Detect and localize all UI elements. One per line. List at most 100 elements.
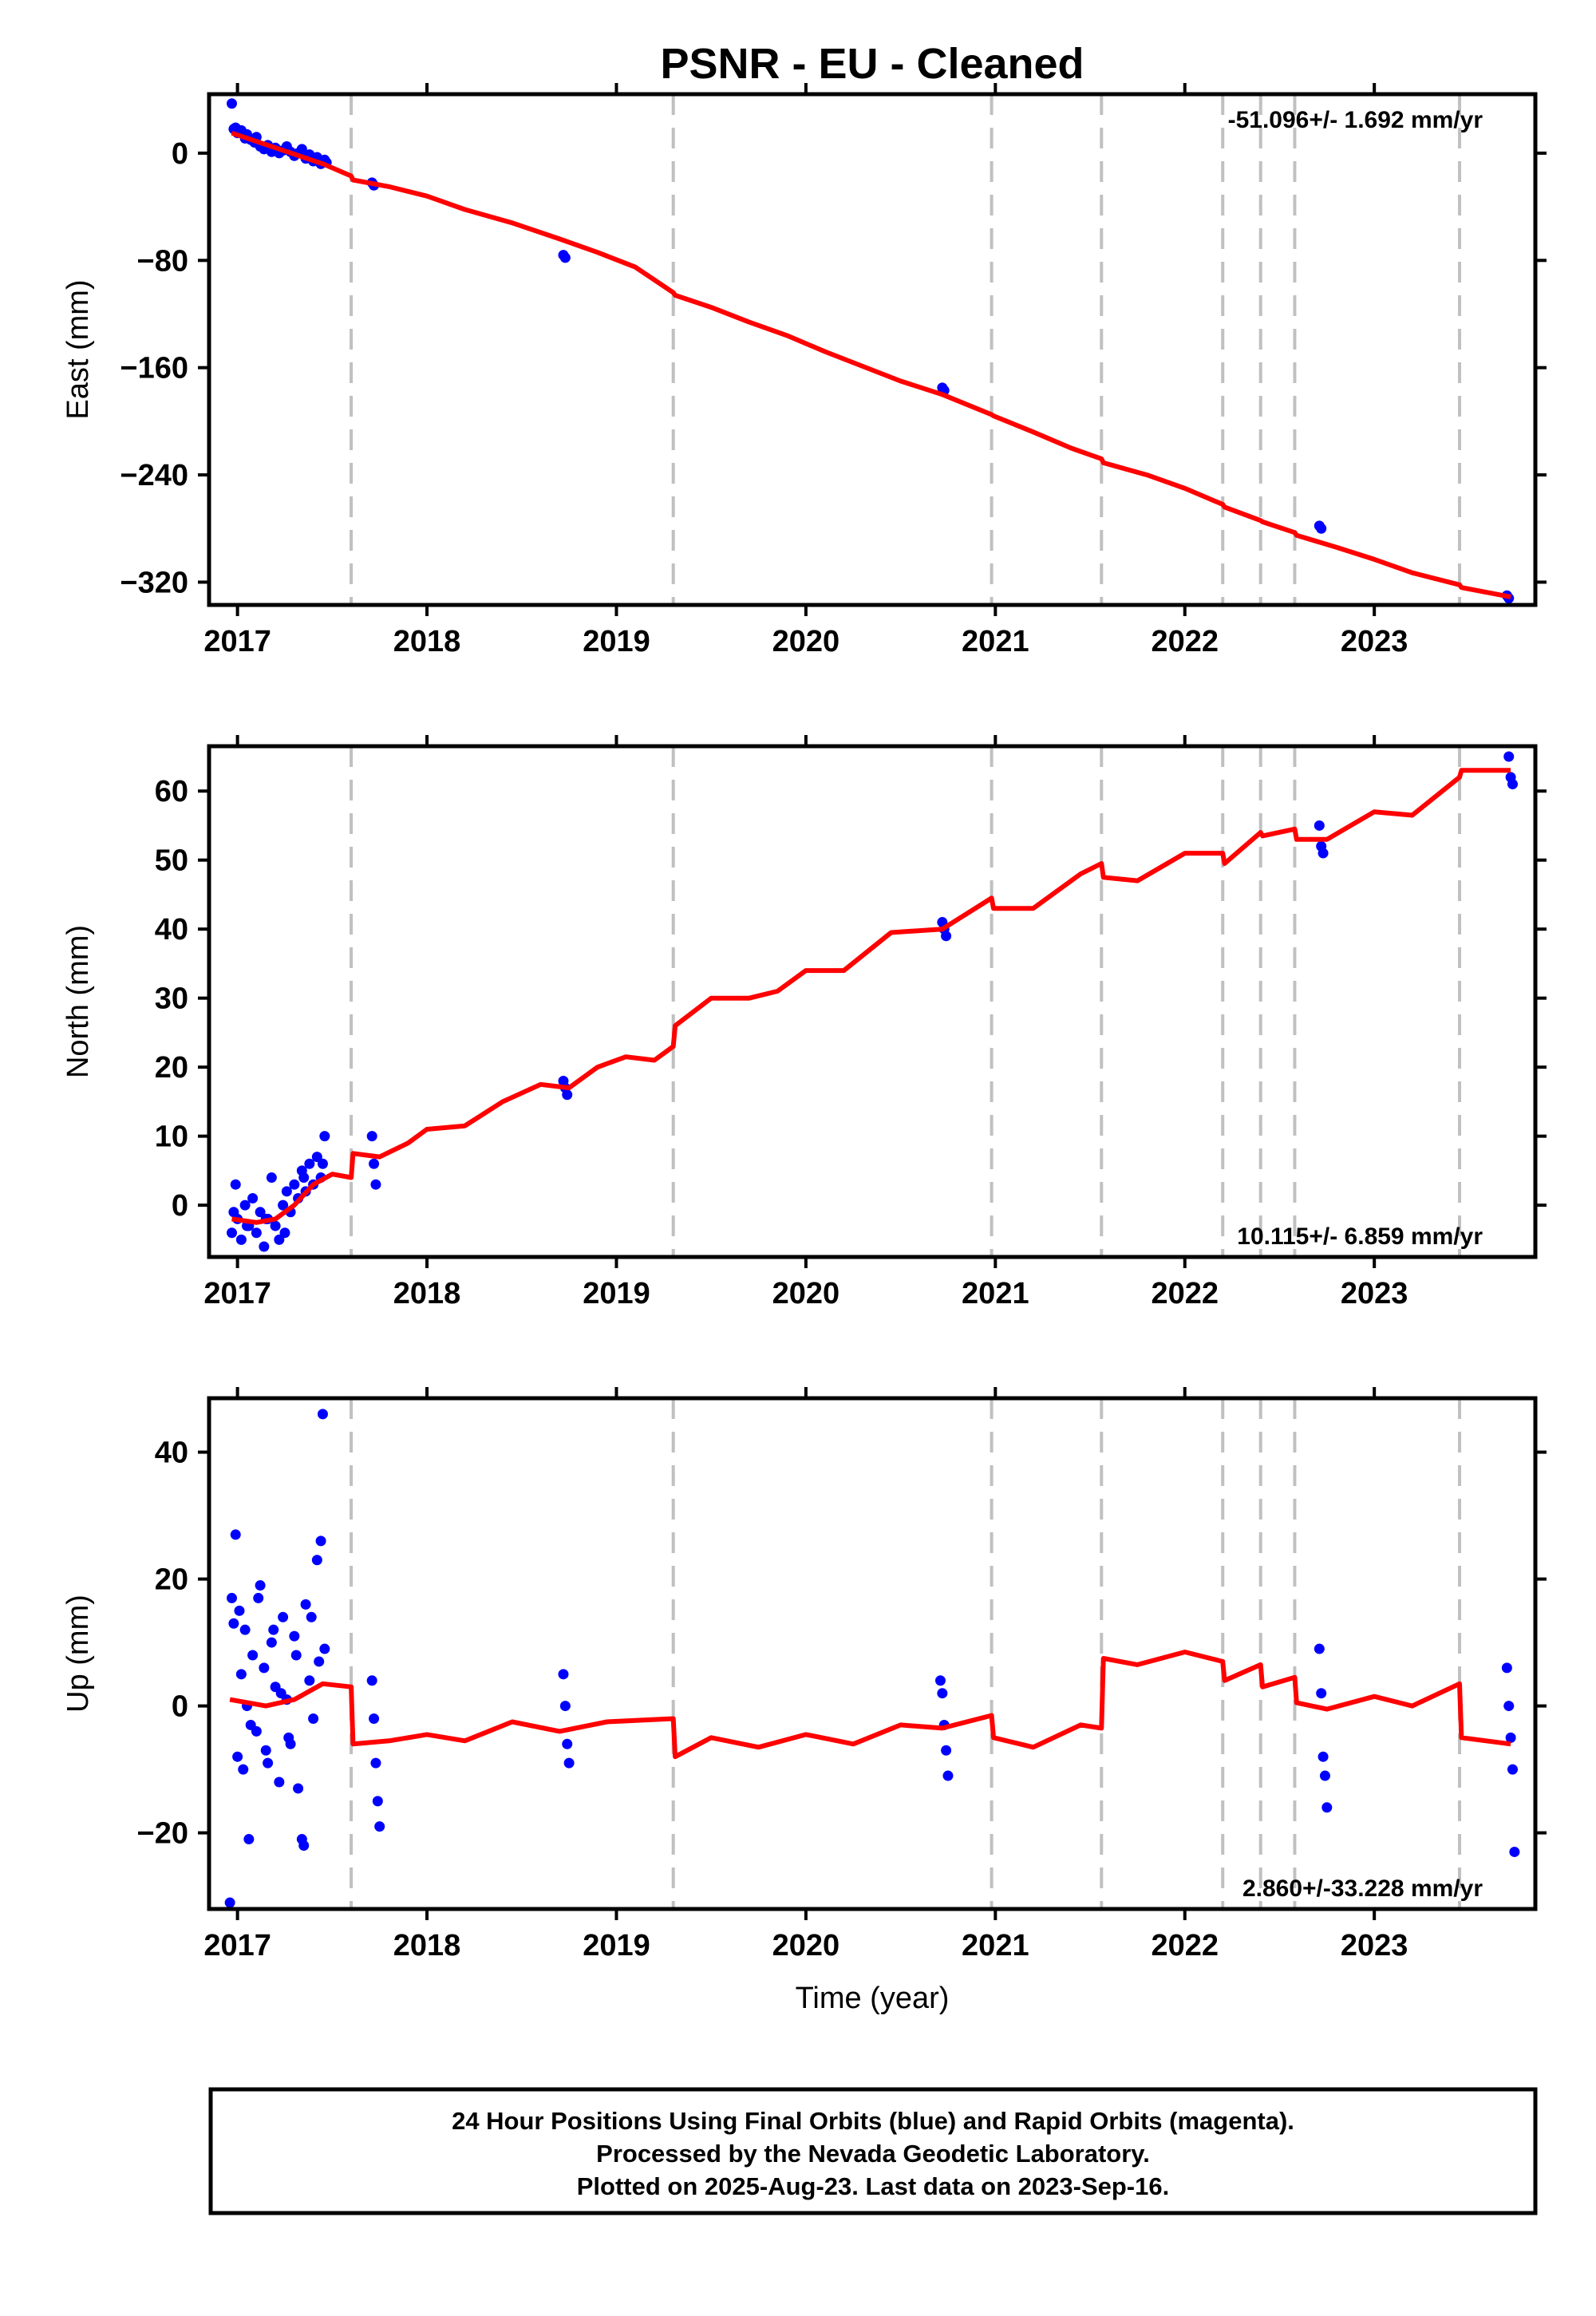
north-x-tick-label: 2018 [393, 1277, 461, 1310]
north-data-point [255, 1207, 266, 1218]
up-data-point [1503, 1701, 1515, 1712]
up-data-point [275, 1688, 286, 1699]
east-data-point [226, 98, 237, 109]
panel-up: 2017 2018 2019 2020 2021 2022 2023 −20 0 20 40 Up (… [61, 1387, 1547, 2015]
north-data-point [1503, 751, 1515, 762]
up-data-point [290, 1650, 302, 1661]
up-data-point [1317, 1751, 1329, 1762]
up-data-point [311, 1555, 322, 1566]
up-data-point [941, 1745, 952, 1756]
north-y-tick-label: 0 [172, 1189, 188, 1223]
up-data-point [263, 1757, 274, 1769]
up-data-point [319, 1643, 330, 1654]
footer-box: 24 Hour Positions Using Final Orbits (bl… [208, 2087, 1538, 2215]
east-x-tick-label: 2021 [962, 625, 1029, 658]
north-y-tick-label: 10 [155, 1120, 188, 1154]
up-data-point [238, 1764, 249, 1775]
north-x-tick-label: 2023 [1341, 1277, 1408, 1310]
up-data-point [1501, 1662, 1512, 1674]
north-frame [207, 744, 1538, 1259]
east-y-axis-title: East (mm) [61, 279, 95, 419]
up-data-point [283, 1732, 294, 1743]
up-data-point [315, 1535, 326, 1547]
up-x-tick-label: 2017 [203, 1929, 271, 1962]
east-y-tick-label: −160 [120, 352, 188, 385]
up-model-line [229, 1650, 1511, 1760]
up-data-point [228, 1618, 239, 1629]
up-data-point [559, 1701, 571, 1712]
up-y-axis-title: Up (mm) [61, 1595, 95, 1713]
up-data-point [230, 1529, 241, 1540]
up-data-point [563, 1757, 575, 1769]
north-data-point [274, 1234, 285, 1245]
north-plot-area [226, 746, 1519, 1257]
north-data-point [1317, 848, 1329, 859]
up-data-point [1314, 1643, 1325, 1654]
up-data-point [274, 1777, 285, 1788]
east-y-tick-label: −80 [137, 244, 188, 278]
chart-title: PSNR - EU - Cleaned [660, 40, 1084, 88]
north-data-point [270, 1220, 281, 1231]
up-data-point [937, 1688, 948, 1699]
east-plot-area [226, 94, 1515, 605]
north-data-point [230, 1179, 241, 1190]
north-data-point [266, 1172, 277, 1184]
east-x-tick-label: 2017 [203, 625, 271, 658]
up-data-point [232, 1751, 243, 1762]
east-x-tick-label: 2019 [583, 625, 650, 658]
north-data-point [366, 1131, 377, 1142]
up-x-tick-label: 2020 [772, 1929, 840, 1962]
up-data-point [1321, 1802, 1333, 1813]
north-data-point [370, 1179, 381, 1190]
footer-frame [208, 2087, 1538, 2215]
north-data-point [279, 1227, 290, 1239]
north-data-point [247, 1192, 259, 1203]
up-data-point [308, 1713, 319, 1724]
north-data-point [259, 1241, 270, 1252]
up-data-point [260, 1745, 271, 1756]
north-data-point [251, 1227, 262, 1239]
north-x-tick-label: 2022 [1151, 1277, 1219, 1310]
up-data-point [253, 1592, 264, 1603]
up-x-tick-label: 2022 [1151, 1929, 1219, 1962]
up-data-point [293, 1783, 304, 1794]
up-data-point [300, 1599, 311, 1610]
up-data-point [370, 1757, 381, 1769]
up-data-point [562, 1738, 573, 1749]
up-frame [207, 1396, 1538, 1911]
up-data-point [369, 1713, 380, 1724]
up-data-point [226, 1592, 237, 1603]
north-data-point [1507, 779, 1519, 790]
north-x-tick-label: 2021 [962, 1277, 1029, 1310]
north-data-point [289, 1179, 300, 1190]
up-data-point [1319, 1770, 1330, 1781]
north-data-point [228, 1207, 239, 1218]
east-model-line [231, 130, 1511, 599]
up-y-tick-label: 0 [172, 1690, 188, 1724]
up-data-point [224, 1897, 235, 1908]
north-y-tick-label: 60 [155, 775, 188, 808]
north-y-tick-label: 50 [155, 844, 188, 878]
north-data-point [281, 1186, 292, 1197]
up-data-point [278, 1611, 289, 1622]
up-x-tick-label: 2021 [962, 1929, 1029, 1962]
north-data-point [278, 1199, 289, 1211]
north-data-point [941, 931, 952, 942]
east-data-point [296, 144, 307, 155]
north-data-point [562, 1089, 573, 1101]
north-x-tick-label: 2017 [203, 1277, 271, 1310]
up-plot-area [224, 1398, 1520, 1909]
up-rate-label: 2.860+/-33.228 mm/yr [1242, 1875, 1483, 1902]
north-data-point [235, 1234, 247, 1245]
up-data-point [372, 1796, 383, 1807]
north-data-point [369, 1158, 380, 1169]
footer-line-1: 24 Hour Positions Using Final Orbits (bl… [452, 2107, 1294, 2135]
east-rate-label: -51.096+/- 1.692 mm/yr [1228, 107, 1483, 133]
up-data-point [234, 1605, 245, 1616]
east-y-tick-label: −320 [120, 566, 188, 599]
east-x-tick-label: 2018 [393, 625, 461, 658]
east-y-tick-label: −240 [120, 459, 188, 492]
up-y-tick-label: 20 [155, 1563, 188, 1597]
up-data-point [235, 1669, 247, 1680]
